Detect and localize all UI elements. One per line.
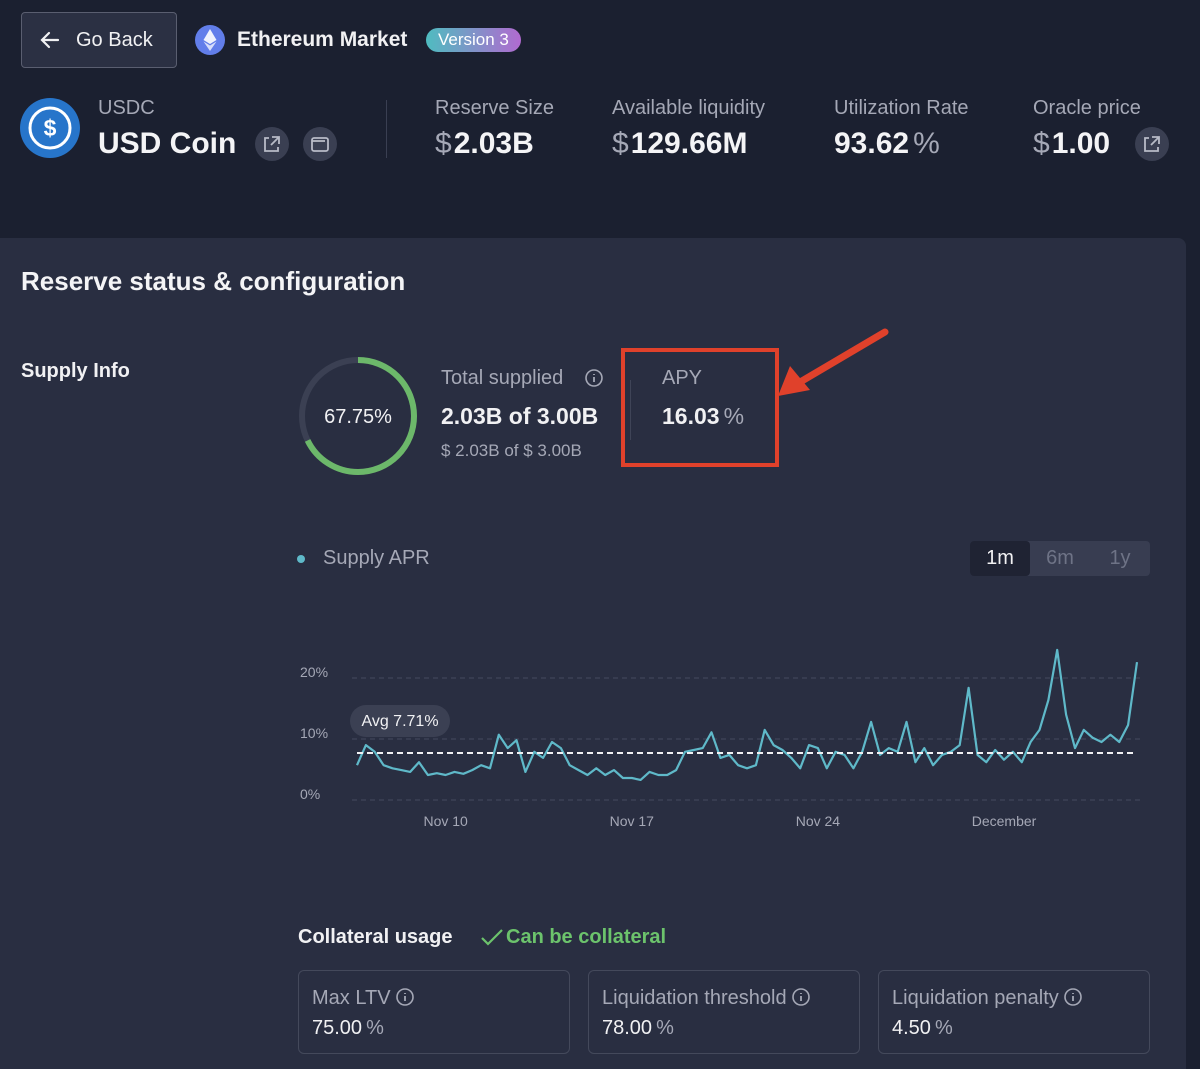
param-card: Liquidation penalty 4.50%	[878, 970, 1150, 1054]
param-label: Max LTV	[312, 987, 415, 1010]
y-tick-label: 10%	[300, 725, 328, 741]
collateral-title: Collateral usage	[298, 926, 453, 948]
currency: $	[435, 127, 452, 160]
supply-info-label: Supply Info	[21, 360, 130, 382]
apy-number: 16.03	[662, 403, 720, 429]
amount: 129.66M	[630, 127, 748, 160]
param-value: 4.50%	[892, 1017, 953, 1040]
x-tick-label: December	[972, 813, 1037, 829]
info-icon[interactable]	[791, 987, 811, 1007]
stat-value: $1.00	[1033, 127, 1110, 161]
x-tick-label: Nov 17	[610, 813, 655, 829]
y-tick-label: 20%	[300, 664, 328, 680]
info-ring	[395, 988, 414, 1006]
svg-text:$: $	[44, 115, 57, 141]
stat-label: Oracle price	[1033, 97, 1141, 119]
param-card: Liquidation threshold 78.00%	[588, 970, 860, 1054]
apy-label: APY	[662, 367, 703, 389]
info-icon[interactable]	[1063, 987, 1083, 1007]
section-title: Reserve status & configuration	[21, 266, 406, 296]
divider	[386, 100, 387, 158]
stat-value: 93.62%	[834, 127, 940, 161]
average-label: Avg 7.71%	[361, 713, 438, 730]
stat-value: $2.03B	[435, 127, 534, 161]
param-name: Liquidation threshold	[602, 987, 787, 1009]
param-card: Max LTV 75.00%	[298, 970, 570, 1054]
param-number: 4.50	[892, 1017, 931, 1039]
annotation	[621, 328, 889, 467]
param-name: Liquidation penalty	[892, 987, 1059, 1009]
param-value: 75.00%	[312, 1017, 384, 1040]
asset-symbol: USDC	[98, 97, 155, 119]
explorer-link[interactable]	[254, 126, 290, 162]
param-label: Liquidation penalty	[892, 987, 1083, 1010]
apy-value: 16.03%	[662, 403, 744, 430]
apy-unit: %	[723, 403, 745, 429]
ring-label: 67.75%	[324, 406, 392, 428]
ring-arc	[299, 357, 417, 475]
wallet-button[interactable]	[302, 126, 338, 162]
range-toggle: 1m 6m 1y	[970, 541, 1150, 576]
x-tick-label: Nov 10	[423, 813, 468, 829]
eth-icon	[195, 25, 225, 55]
version-badge: Version 3	[426, 28, 521, 52]
back-arrow	[40, 31, 60, 49]
param-number: 78.00	[602, 1017, 653, 1039]
legend-dot	[297, 555, 305, 563]
param-number: 75.00	[312, 1017, 363, 1039]
info-icon[interactable]	[584, 368, 604, 388]
param-label: Liquidation threshold	[602, 987, 811, 1010]
info-ring	[791, 988, 810, 1006]
x-tick-label: Nov 24	[796, 813, 841, 829]
stat-value: $129.66M	[612, 127, 747, 161]
info-icon[interactable]	[395, 987, 415, 1007]
asset-name: USD Coin	[98, 127, 237, 160]
param-value: 78.00%	[602, 1017, 674, 1040]
amount: 1.00	[1051, 127, 1111, 160]
apr-line	[355, 648, 1139, 781]
average-pill	[350, 705, 450, 737]
param-unit: %	[656, 1017, 674, 1039]
stat-label: Utilization Rate	[834, 97, 969, 119]
check-icon	[481, 929, 503, 946]
back-label: Go Back	[76, 29, 153, 51]
legend-label: Supply APR	[323, 547, 430, 569]
total-supplied-label: Total supplied	[441, 367, 564, 389]
unit: %	[913, 127, 940, 160]
collateral-status: Can be collateral	[506, 926, 667, 948]
stat-label: Reserve Size	[435, 97, 554, 119]
oracle-link[interactable]	[1134, 126, 1170, 162]
panel	[0, 238, 1186, 1069]
param-name: Max LTV	[312, 987, 391, 1009]
back-button[interactable]: Go Back	[21, 12, 177, 68]
param-unit: %	[934, 1017, 953, 1039]
range-button[interactable]: 1y	[1109, 547, 1131, 569]
range-button[interactable]: 1m	[970, 541, 1030, 576]
market-name: Ethereum Market	[237, 28, 408, 51]
supply-cap-ring: 67.75%	[299, 357, 417, 475]
usdc-icon: $	[20, 98, 80, 158]
amount: 93.62	[834, 127, 910, 160]
currency: $	[612, 127, 629, 160]
total-supplied-usd: $ 2.03B of $ 3.00B	[441, 441, 582, 460]
currency: $	[1033, 127, 1050, 160]
stat-label: Available liquidity	[612, 97, 766, 119]
supply-apr-chart: 0% 10% 20% Nov 10 Nov 17 Nov 24 December Avg 7.…	[300, 648, 1140, 829]
divider	[630, 380, 631, 440]
total-supplied-amount: 2.03B of 3.00B	[441, 403, 599, 429]
amount: 2.03B	[453, 127, 534, 160]
param-unit: %	[366, 1017, 384, 1039]
y-tick-label: 0%	[300, 786, 320, 802]
range-button[interactable]: 6m	[1046, 547, 1074, 569]
info-ring	[1063, 988, 1082, 1006]
